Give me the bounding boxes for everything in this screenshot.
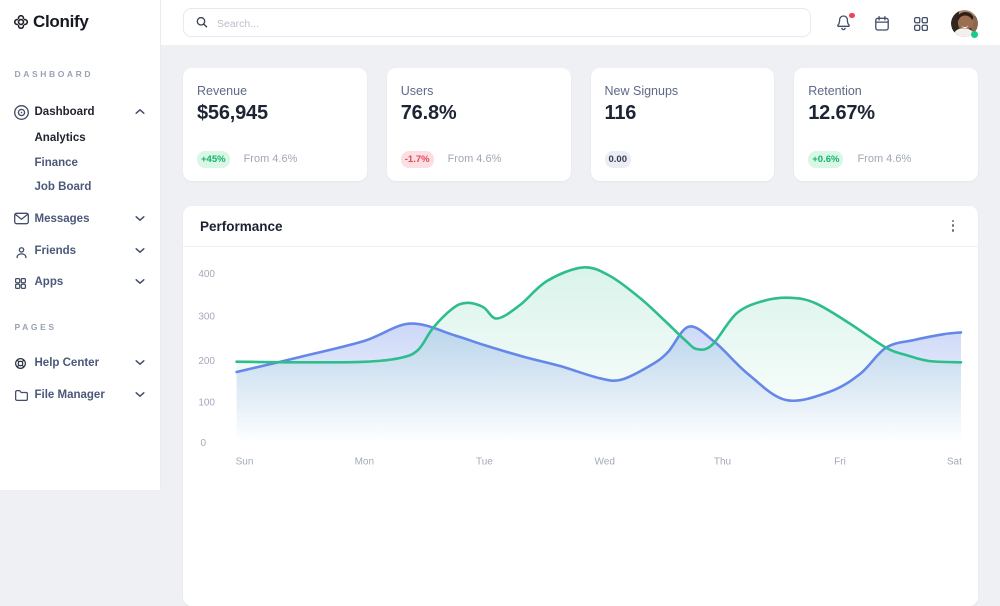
svg-text:Sun: Sun [236, 457, 254, 468]
svg-text:Thu: Thu [714, 457, 731, 468]
svg-text:400: 400 [198, 269, 215, 280]
svg-text:Tue: Tue [476, 457, 493, 468]
svg-text:Mon: Mon [355, 457, 374, 468]
svg-text:Fri: Fri [834, 457, 846, 468]
svg-text:Wed: Wed [595, 457, 615, 468]
svg-text:0: 0 [200, 438, 206, 449]
svg-text:100: 100 [198, 398, 215, 409]
svg-text:200: 200 [198, 356, 215, 367]
svg-text:Sat: Sat [947, 457, 962, 468]
svg-text:300: 300 [198, 312, 215, 323]
